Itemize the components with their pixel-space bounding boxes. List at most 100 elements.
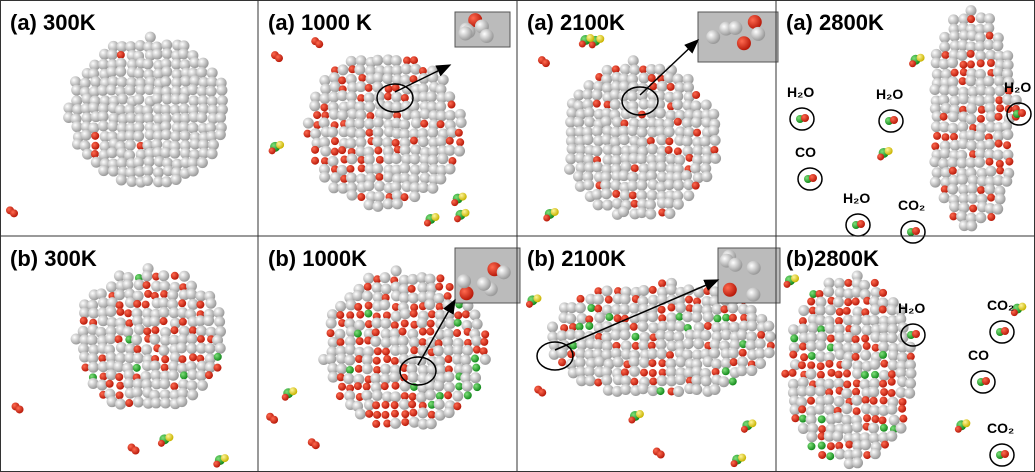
atom [674,147,682,155]
atom [655,108,666,119]
atom [383,355,391,363]
molecule [276,141,284,149]
atom [594,356,605,367]
atom [391,321,399,329]
atom [435,101,446,112]
inset-atom [460,286,474,300]
atom [728,348,739,359]
atom [879,416,887,424]
atom [645,209,656,220]
atom [462,381,473,392]
atom [967,193,978,204]
atom [373,366,381,374]
atom [436,303,444,311]
atom [636,153,647,164]
atom [373,127,384,138]
atom [178,299,186,307]
molecule [526,301,533,308]
atom [888,389,896,397]
panel-label: (a) 1000 K [268,10,372,35]
atom [673,199,684,210]
atom [471,335,482,346]
atom [355,81,366,92]
atom [869,359,880,370]
atom [632,333,640,341]
atom [575,302,586,313]
atom [965,75,976,86]
atom [684,127,695,138]
atom [592,145,603,156]
atom [403,57,411,65]
atom [931,142,939,150]
atom [444,382,455,393]
atom [824,404,835,415]
atom [391,55,402,66]
atom [178,93,189,104]
atom [817,371,825,379]
atom [815,386,826,397]
atom [361,390,372,401]
atom [399,119,410,130]
atom [372,201,383,212]
atom [149,316,160,327]
atom [691,117,702,128]
atom [133,364,141,372]
atom [436,392,444,400]
atom [648,359,656,367]
molecule [221,454,229,462]
atom [886,404,897,415]
atom [116,382,124,390]
atom [836,308,844,316]
atom [905,378,916,389]
atom [841,403,852,414]
atom [152,49,163,60]
atom [469,310,480,321]
atom [933,132,941,140]
atom [861,371,869,379]
atom [815,305,826,316]
molecule [784,281,791,288]
atom [198,58,209,69]
atom [781,370,789,378]
atom [331,148,339,156]
atom [975,212,986,223]
atom [381,382,389,390]
molecule [738,454,746,462]
atom [576,323,584,331]
molecule [1018,303,1026,311]
atom [888,370,896,378]
atom [966,103,977,114]
atom [197,380,208,391]
atom [966,114,977,125]
atom [158,270,169,281]
atom [443,371,454,382]
atom [311,157,319,165]
atom [392,139,400,147]
panel-label: (b) 1000K [268,246,367,271]
atom [823,286,834,297]
atom [593,100,601,108]
atom [106,306,117,317]
atom [327,329,335,337]
atom [888,378,896,386]
atom [455,129,463,137]
atom [630,323,638,331]
inset-atom [458,26,472,40]
atom [419,328,427,336]
atom [746,365,757,376]
atom [215,343,226,354]
atom [436,274,444,282]
atom [336,363,347,374]
atom [143,281,151,289]
atom [365,84,373,92]
atom [408,400,416,408]
atom [186,343,197,354]
atom [708,125,719,136]
atom [473,346,481,354]
atom [134,324,145,335]
atom [338,64,349,75]
atom [658,279,666,287]
atom [372,136,383,147]
atom [214,364,222,372]
atom [426,418,437,429]
